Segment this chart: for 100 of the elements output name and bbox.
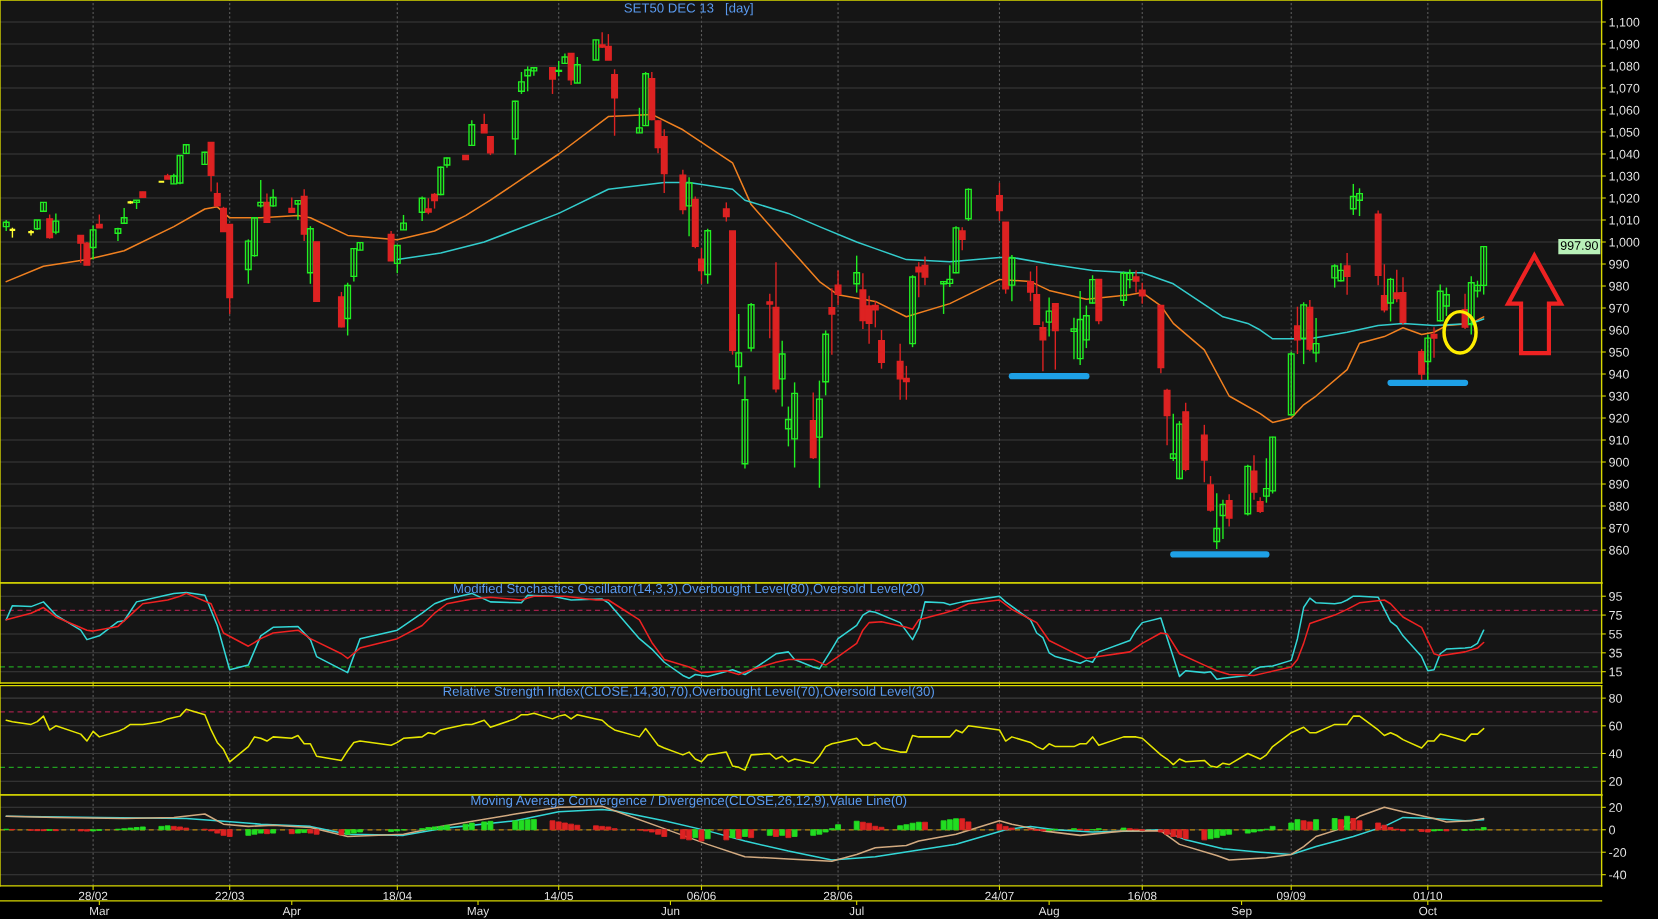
x-tick-label: 22/03: [215, 891, 244, 901]
y-tick-label: 890: [1609, 479, 1629, 489]
bar: [779, 829, 786, 836]
y-tick-label: 35: [1609, 648, 1622, 658]
candlestick: [853, 254, 861, 294]
y-tick-label: 930: [1609, 391, 1629, 401]
y-tick-label: 980: [1609, 281, 1629, 291]
bar: [791, 829, 798, 837]
x-tick-label: 01/10: [1413, 891, 1443, 901]
candlestick: [1312, 317, 1320, 363]
bar: [748, 829, 755, 839]
x2-tick-label: Sep: [1231, 906, 1252, 918]
x-tick-label: 14/05: [544, 891, 573, 901]
y-tick-label: 1,060: [1609, 105, 1640, 117]
candlestick: [828, 287, 836, 356]
candlestick: [1008, 254, 1016, 302]
bar: [1331, 818, 1338, 831]
y-tick-label: 880: [1609, 501, 1629, 511]
bar: [704, 829, 711, 840]
y-tick-label: 1,070: [1609, 83, 1640, 95]
y-tick-label: 20: [1609, 776, 1622, 786]
candlestick: [815, 379, 823, 489]
candlestick: [306, 225, 314, 285]
candlestick: [344, 282, 352, 337]
bar: [773, 829, 779, 837]
x2-tick-label: Aug: [1038, 906, 1059, 918]
y-tick-label: 1,020: [1609, 193, 1640, 205]
candlestick: [1287, 351, 1295, 417]
x2-tick-label: Jul: [849, 906, 864, 916]
candlestick: [1293, 305, 1301, 355]
y-tick-label: 920: [1609, 413, 1629, 423]
bar: [270, 829, 277, 834]
y-tick-label: 40: [1608, 749, 1622, 759]
candlestick: [1418, 348, 1426, 381]
candlestick: [611, 68, 619, 137]
candlestick: [722, 201, 730, 223]
candlestick: [418, 195, 426, 222]
candlestick: [1213, 492, 1221, 550]
bar: [729, 829, 736, 839]
candlestick: [685, 176, 693, 237]
y-tick-label: 990: [1609, 259, 1629, 269]
bar: [1337, 819, 1344, 831]
candlestick: [1138, 282, 1146, 305]
candlestick: [766, 293, 774, 339]
y-tick-label: 910: [1609, 435, 1629, 445]
bar: [288, 829, 295, 835]
candlestick: [1225, 493, 1233, 528]
candlestick: [1424, 333, 1432, 381]
candlestick: [1045, 296, 1053, 338]
chart-title: Modified Stochastics Oscillator(14,3,3),Overbought Level(80),Oversold Level(20): [454, 583, 924, 596]
candlestick: [468, 119, 476, 147]
x-tick-label: 28/02: [78, 891, 108, 901]
candlestick: [704, 228, 712, 285]
y-tick-label: 1,010: [1609, 215, 1640, 227]
chart-title: Relative Strength Index(CLOSE,14,30,70),Overbought Level(70),Oversold Level(30): [443, 686, 934, 699]
bar: [1344, 815, 1351, 831]
bar: [264, 829, 270, 835]
x-tick-label: 18/04: [383, 891, 412, 901]
y-tick-label: -40: [1609, 870, 1627, 880]
candlestick: [1039, 320, 1047, 373]
x2-tick-label: Oct: [1419, 906, 1437, 916]
y-tick-label: 1,000: [1609, 237, 1640, 249]
chart-title: Moving Average Convergence / Divergence(CLOSE,26,12,9),Value Line(0): [471, 795, 907, 808]
candlestick: [952, 225, 960, 274]
candlestick: [573, 56, 581, 84]
x2-tick-label: May: [467, 906, 490, 918]
candlestick: [201, 151, 209, 166]
candlestick: [1380, 263, 1388, 314]
bar: [785, 829, 792, 839]
candlestick: [549, 67, 556, 95]
candlestick: [1343, 252, 1351, 296]
y-tick-label: 870: [1609, 523, 1629, 533]
candlestick: [1387, 277, 1395, 323]
candlestick: [213, 181, 221, 208]
candlestick: [1219, 498, 1227, 540]
x-tick-label: 06/06: [687, 891, 716, 901]
candlestick: [735, 313, 743, 386]
candlestick: [995, 182, 1003, 222]
candlestick: [1244, 464, 1252, 517]
bar: [735, 829, 742, 840]
candlestick: [480, 113, 488, 134]
candlestick: [958, 226, 966, 252]
y-tick-label: 940: [1609, 369, 1629, 379]
bar: [698, 829, 705, 842]
y-tick-label: 1,030: [1609, 171, 1640, 183]
candlestick: [263, 192, 271, 224]
y-tick-label: 15: [1609, 667, 1622, 677]
bar: [338, 829, 345, 836]
y-tick-label: 55: [1609, 629, 1622, 639]
candlestick: [592, 39, 600, 61]
y-tick-label: 960: [1609, 325, 1629, 335]
candlestick: [1132, 269, 1140, 294]
candlestick: [486, 135, 494, 156]
x2-tick-label: Jun: [661, 906, 680, 916]
bar: [692, 829, 699, 839]
y-tick-label: 1,090: [1609, 39, 1640, 51]
candlestick: [269, 188, 277, 208]
bar: [766, 829, 773, 836]
candlestick: [257, 179, 265, 209]
candlestick: [778, 340, 786, 408]
